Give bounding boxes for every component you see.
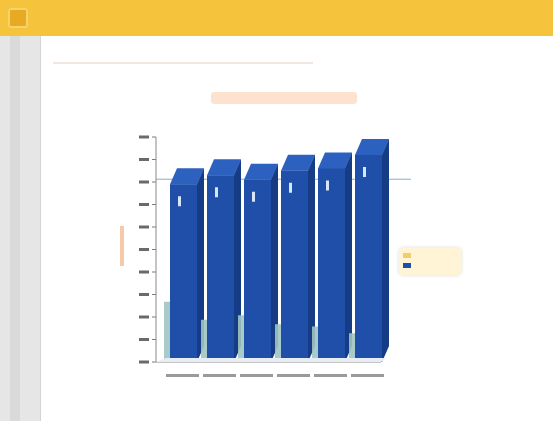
y-tick-label [139, 360, 149, 364]
chart-floor [156, 358, 386, 362]
y-tick-label [139, 225, 149, 229]
chart-title [211, 92, 357, 104]
y-tick-label [139, 135, 149, 139]
y-tick-label [139, 270, 149, 274]
app-icon[interactable] [8, 8, 28, 28]
subtitle-divider [53, 62, 313, 64]
bar-side-face [382, 139, 389, 362]
bar-front-series [170, 184, 197, 362]
bar-top-face [244, 163, 278, 180]
y-axis-label [120, 226, 124, 266]
y-tick-label [139, 158, 149, 161]
bar-top-face [170, 168, 204, 185]
bar-side-face [345, 152, 352, 362]
legend-item-series-1 [403, 252, 457, 261]
bar-front-series [355, 155, 382, 362]
bar-side-face [197, 168, 204, 362]
y-tick-label [139, 203, 149, 206]
bar-value-label [215, 187, 218, 198]
x-tick-label [203, 374, 236, 377]
y-tick-label [139, 293, 149, 296]
bar-value-label [178, 196, 181, 207]
bar-top-face [207, 159, 241, 176]
legend-swatch-series-2 [403, 263, 411, 268]
legend-item-series-2 [403, 262, 457, 271]
bar-side-face [234, 159, 241, 362]
y-tick-label [139, 248, 149, 251]
bar-value-label [326, 180, 329, 191]
bar-front-series [207, 175, 234, 362]
bar-side-face [271, 163, 278, 362]
x-tick-label [314, 374, 347, 377]
x-tick-label [277, 374, 310, 377]
bar-value-label [289, 182, 292, 193]
bar-front-series [318, 168, 345, 362]
sidebar-rail [10, 36, 20, 421]
bar-chart [120, 135, 411, 377]
x-tick-label [351, 374, 384, 377]
x-tick-label [240, 374, 273, 377]
bar-side-face [308, 154, 315, 362]
x-tick-label [166, 374, 199, 377]
left-sidebar [0, 36, 41, 421]
bar-value-label [363, 167, 366, 177]
bar-top-face [318, 152, 352, 169]
bar-front-series [281, 170, 308, 362]
title-bar [0, 0, 553, 37]
bar-top-face [355, 139, 389, 155]
chart-legend [399, 248, 461, 275]
y-tick-label [139, 338, 149, 341]
y-tick-label [139, 180, 149, 184]
bar-value-label [252, 191, 255, 202]
bar-top-face [281, 154, 315, 171]
bar-front-series [244, 179, 271, 362]
y-tick-label [139, 315, 149, 319]
legend-swatch-series-1 [403, 253, 411, 258]
chart-panel [41, 36, 553, 421]
